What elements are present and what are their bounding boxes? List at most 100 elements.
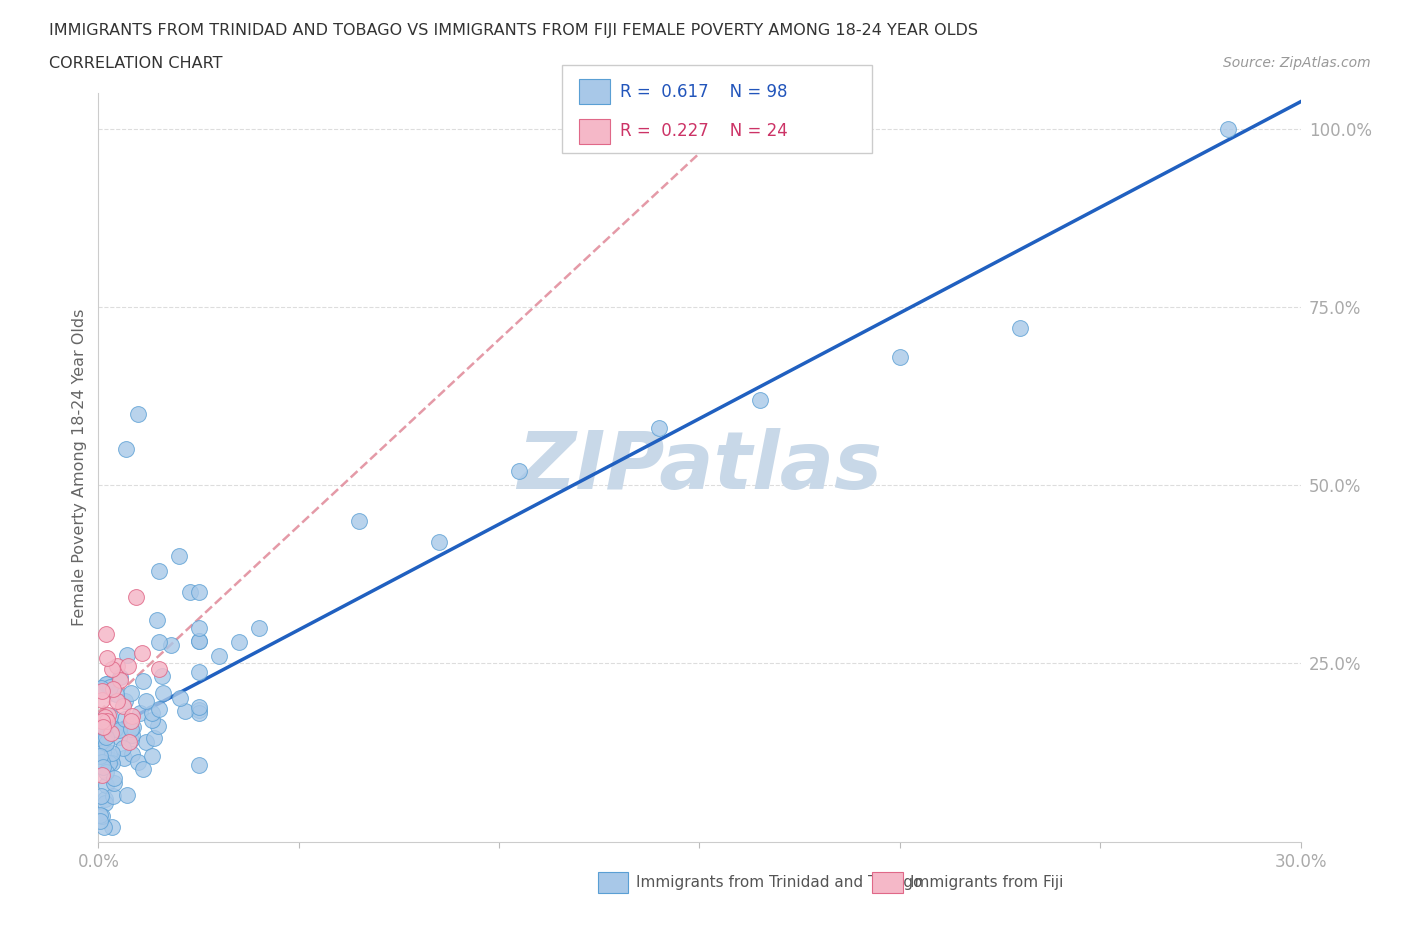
Point [187, 620, 209, 635]
Point [100, 756, 122, 771]
Point [100, 725, 122, 740]
Point [131, 645, 153, 660]
Point [121, 709, 143, 724]
Point [247, 620, 270, 635]
Y-axis label: Female Poverty Among 18-24 Year Olds: Female Poverty Among 18-24 Year Olds [72, 309, 87, 626]
Point [93, 820, 115, 835]
Text: Immigrants from Fiji: Immigrants from Fiji [910, 875, 1063, 890]
Point [187, 585, 209, 600]
Point [152, 686, 174, 701]
Point [427, 535, 450, 550]
Point [141, 705, 163, 720]
Point [112, 698, 135, 713]
Point [91, 693, 114, 708]
Point [121, 720, 143, 735]
Point [115, 647, 138, 662]
Point [100, 661, 122, 676]
Point [117, 735, 139, 750]
Point [134, 694, 156, 709]
Point [141, 712, 163, 727]
Point [96, 764, 118, 779]
Point [141, 749, 163, 764]
Point [89, 808, 111, 823]
Point [98, 680, 121, 695]
Point [187, 703, 209, 718]
Point [91, 720, 114, 735]
Point [89, 749, 111, 764]
Point [187, 633, 209, 648]
Point [103, 770, 125, 785]
Point [179, 585, 201, 600]
Point [1010, 321, 1032, 336]
Point [129, 706, 152, 721]
Point [96, 777, 118, 792]
Point [105, 686, 128, 701]
Point [115, 442, 138, 457]
Point [121, 713, 143, 728]
Point [89, 732, 111, 747]
Point [97, 708, 120, 723]
Point [121, 727, 143, 742]
Text: Immigrants from Trinidad and Tobago: Immigrants from Trinidad and Tobago [636, 875, 922, 890]
Point [96, 627, 118, 642]
Point [96, 730, 118, 745]
Point [90, 743, 112, 758]
Point [104, 722, 127, 737]
Point [148, 661, 170, 676]
Point [125, 590, 148, 604]
Point [90, 789, 112, 804]
Point [96, 713, 118, 728]
Point [110, 670, 132, 684]
Point [117, 659, 139, 674]
Point [114, 694, 136, 709]
Point [101, 746, 124, 761]
Point [187, 634, 209, 649]
Point [94, 745, 117, 760]
Point [127, 754, 149, 769]
Point [91, 713, 114, 728]
Point [101, 682, 124, 697]
Point [89, 814, 111, 829]
Point [146, 612, 169, 627]
Point [101, 789, 124, 804]
Point [100, 820, 122, 835]
Point [114, 712, 136, 727]
Point [90, 754, 112, 769]
Point [120, 685, 142, 700]
Point [148, 564, 170, 578]
Point [93, 720, 115, 735]
Point [187, 699, 209, 714]
Point [100, 752, 122, 767]
Point [103, 776, 125, 790]
Point [108, 672, 131, 687]
Point [94, 709, 117, 724]
Point [91, 808, 114, 823]
Point [148, 701, 170, 716]
Point [100, 749, 122, 764]
Point [90, 681, 112, 696]
Text: Source: ZipAtlas.com: Source: ZipAtlas.com [1223, 56, 1371, 70]
Point [508, 463, 530, 478]
Point [94, 722, 117, 737]
Point [142, 730, 165, 745]
Point [90, 712, 112, 727]
Point [105, 658, 128, 673]
Point [94, 736, 117, 751]
Point [108, 723, 131, 737]
Point [131, 762, 153, 777]
Point [94, 676, 117, 691]
Point [114, 751, 136, 766]
Text: R =  0.617    N = 98: R = 0.617 N = 98 [620, 83, 787, 100]
Point [91, 684, 114, 698]
Point [148, 634, 170, 649]
Point [105, 694, 128, 709]
Point [98, 755, 121, 770]
Point [108, 730, 131, 745]
Point [187, 757, 209, 772]
Point [135, 735, 157, 750]
Point [150, 669, 173, 684]
Point [169, 690, 191, 705]
Point [146, 719, 169, 734]
Point [748, 392, 770, 407]
Point [96, 676, 118, 691]
